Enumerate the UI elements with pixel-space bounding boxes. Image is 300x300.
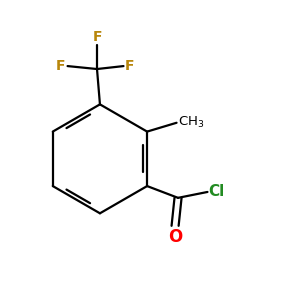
Text: F: F bbox=[92, 30, 102, 44]
Text: Cl: Cl bbox=[209, 184, 225, 199]
Text: F: F bbox=[125, 59, 134, 73]
Text: O: O bbox=[168, 228, 182, 246]
Text: F: F bbox=[56, 59, 65, 73]
Text: CH$_3$: CH$_3$ bbox=[178, 115, 204, 130]
